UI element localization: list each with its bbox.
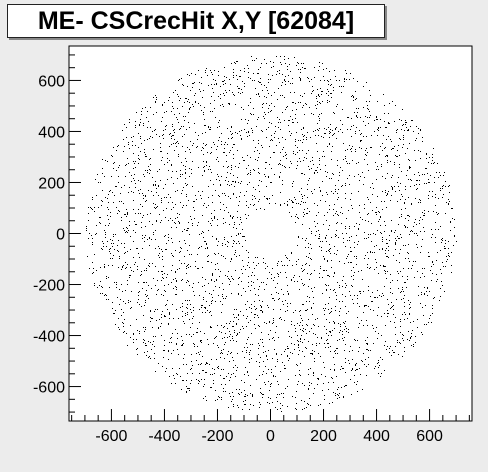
x-tick-label: 400	[363, 428, 390, 445]
x-tick-label: 200	[310, 428, 337, 445]
y-tick-label: 400	[38, 124, 65, 141]
y-tick-label: -600	[33, 380, 65, 397]
x-tick-label: -600	[95, 428, 127, 445]
x-tick-label: -400	[148, 428, 180, 445]
x-tick-label: 600	[416, 428, 443, 445]
plot-frame	[69, 46, 472, 421]
y-tick-label: -200	[33, 278, 65, 295]
x-tick-label: -200	[201, 428, 233, 445]
y-tick-label: -400	[33, 329, 65, 346]
y-tick-label: 0	[56, 227, 65, 244]
x-tick-label: 0	[266, 428, 275, 445]
y-tick-label: 200	[38, 175, 65, 192]
y-tick-label: 600	[38, 73, 65, 90]
